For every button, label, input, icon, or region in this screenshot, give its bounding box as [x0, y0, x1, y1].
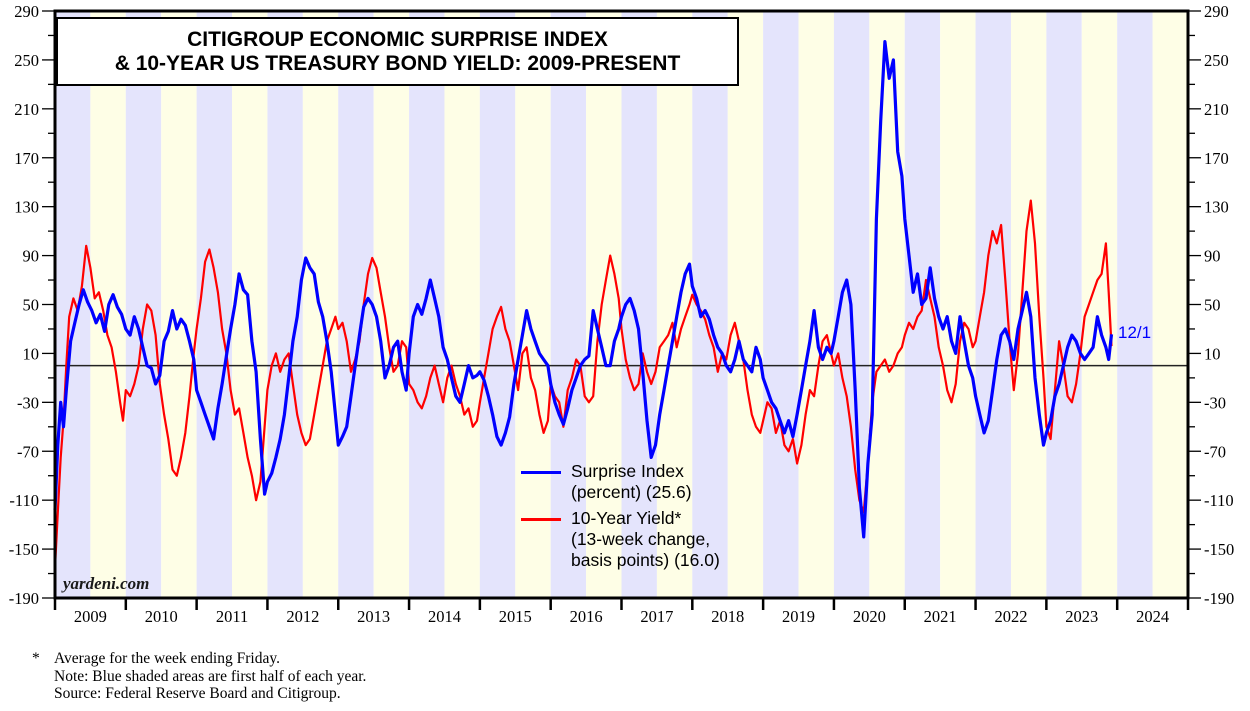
y-tick-label-right: 290: [1204, 2, 1229, 21]
footnote-row: Note: Blue shaded areas are first half o…: [32, 668, 366, 686]
watermark: yardeni.com: [63, 574, 150, 593]
y-tick-label-right: -150: [1204, 540, 1234, 559]
y-tick-label-left: -110: [9, 491, 39, 510]
y-tick-label-right: -110: [1204, 491, 1234, 510]
y-tick-label-right: 130: [1204, 198, 1229, 217]
footnote-row: Source: Federal Reserve Board and Citigr…: [32, 685, 366, 703]
footnote-mark: *: [32, 650, 40, 667]
x-tick-label: 2023: [1065, 607, 1098, 626]
x-tick-label: 2016: [570, 607, 603, 626]
y-tick-label-left: 250: [14, 51, 39, 70]
legend-label: Surprise Index (percent) (25.6): [571, 461, 692, 502]
x-tick-label: 2024: [1136, 607, 1169, 626]
shading-band-second-half: [586, 11, 622, 598]
shading-band-second-half: [373, 11, 410, 598]
shading-band-first-half: [763, 11, 799, 598]
x-tick-label: 2020: [853, 607, 886, 626]
x-tick-label: 2010: [145, 607, 178, 626]
shading-band-first-half: [1046, 11, 1082, 598]
y-tick-label-left: -30: [17, 393, 39, 412]
y-tick-label-left: 130: [14, 198, 39, 217]
x-tick-label: 2011: [216, 607, 248, 626]
x-tick-label: 2013: [357, 607, 390, 626]
shading-band-first-half: [267, 11, 303, 598]
shading-band-second-half: [656, 11, 693, 598]
x-tick-label: 2015: [499, 607, 532, 626]
footnote-row: * Average for the week ending Friday.: [32, 650, 366, 668]
shading-band-second-half: [727, 11, 764, 598]
x-tick-label: 2014: [428, 607, 461, 626]
shading-band-first-half: [1117, 11, 1153, 598]
y-tick-label-left: -70: [17, 442, 39, 461]
legend-swatch-blue: [521, 471, 561, 474]
x-tick-label: 2022: [994, 607, 1027, 626]
y-tick-label-left: -150: [9, 540, 39, 559]
x-tick-label: 2021: [924, 607, 957, 626]
legend-item-surprise-index: Surprise Index (percent) (25.6): [521, 461, 720, 503]
shading-band-first-half: [409, 11, 445, 598]
x-tick-label: 2019: [782, 607, 815, 626]
y-tick-label-right: 10: [1204, 344, 1221, 363]
shading-band-first-half: [550, 11, 587, 598]
shading-band-first-half: [196, 11, 233, 598]
x-tick-label: 2017: [640, 607, 673, 626]
x-tick-label: 2009: [74, 607, 107, 626]
footnote-text: Average for the week ending Friday.: [54, 650, 280, 667]
legend: Surprise Index (percent) (25.6) 10-Year …: [521, 461, 720, 576]
y-tick-label-left: 210: [14, 100, 39, 119]
y-tick-label-left: 170: [14, 149, 39, 168]
y-tick-label-left: 50: [23, 296, 40, 315]
y-tick-label-left: 290: [14, 2, 39, 21]
chart-title-box: CITIGROUP ECONOMIC SURPRISE INDEX & 10-Y…: [56, 17, 739, 86]
half-year-shading: [55, 11, 1188, 598]
y-tick-label-right: 50: [1204, 296, 1221, 315]
y-axis-left: 290 250 210 170 130 90 50 10 -30 -70 -110 -150 -190: [9, 2, 55, 608]
y-tick-label-left: 10: [23, 344, 40, 363]
y-tick-label-right: 90: [1204, 247, 1221, 266]
shading-band-second-half: [798, 11, 834, 598]
x-tick-label: 2018: [711, 607, 744, 626]
shading-band-second-half: [1152, 11, 1188, 598]
y-tick-label-right: -30: [1204, 393, 1226, 412]
y-tick-label-left: -190: [9, 589, 39, 608]
legend-swatch-red: [521, 518, 561, 521]
y-tick-label-right: 250: [1204, 51, 1229, 70]
chart-title-line-1: CITIGROUP ECONOMIC SURPRISE INDEX: [187, 27, 608, 51]
shading-band-first-half: [125, 11, 162, 598]
y-tick-label-right: 170: [1204, 149, 1229, 168]
footnote-source: Source: Federal Reserve Board and Citigr…: [54, 685, 341, 702]
shading-band-second-half: [940, 11, 976, 598]
y-tick-label-left: 90: [23, 247, 40, 266]
footnote-note: Note: Blue shaded areas are first half o…: [54, 667, 367, 685]
shading-band-first-half: [338, 11, 374, 598]
footnotes: * Average for the week ending Friday. No…: [32, 650, 366, 703]
end-date-label: 12/1: [1118, 323, 1152, 342]
shading-band-second-half: [515, 11, 551, 598]
legend-label: 10-Year Yield* (13-week change, basis po…: [571, 508, 720, 570]
x-tick-label: 2012: [286, 607, 319, 626]
shading-band-second-half: [444, 11, 480, 598]
y-tick-label-right: -190: [1204, 589, 1234, 608]
y-axis-right: 290 250 210 170 130 90 50 10 -30 -70 -110 -150 -190: [1188, 2, 1234, 608]
shading-band-first-half: [479, 11, 516, 598]
chart-title-line-2: & 10-YEAR US TREASURY BOND YIELD: 2009-P…: [114, 51, 681, 75]
y-tick-label-right: -70: [1204, 442, 1226, 461]
series-line-surprise-index: [53, 40, 1114, 539]
y-tick-label-right: 210: [1204, 100, 1229, 119]
x-axis: 2009 2010 2011 2012 2013 2014 2015 2016 2017 2018…: [53, 598, 1190, 626]
shading-band-second-half: [1081, 11, 1118, 598]
shading-band-second-half: [161, 11, 197, 598]
legend-item-10-year-yield: 10-Year Yield* (13-week change, basis po…: [521, 508, 720, 571]
